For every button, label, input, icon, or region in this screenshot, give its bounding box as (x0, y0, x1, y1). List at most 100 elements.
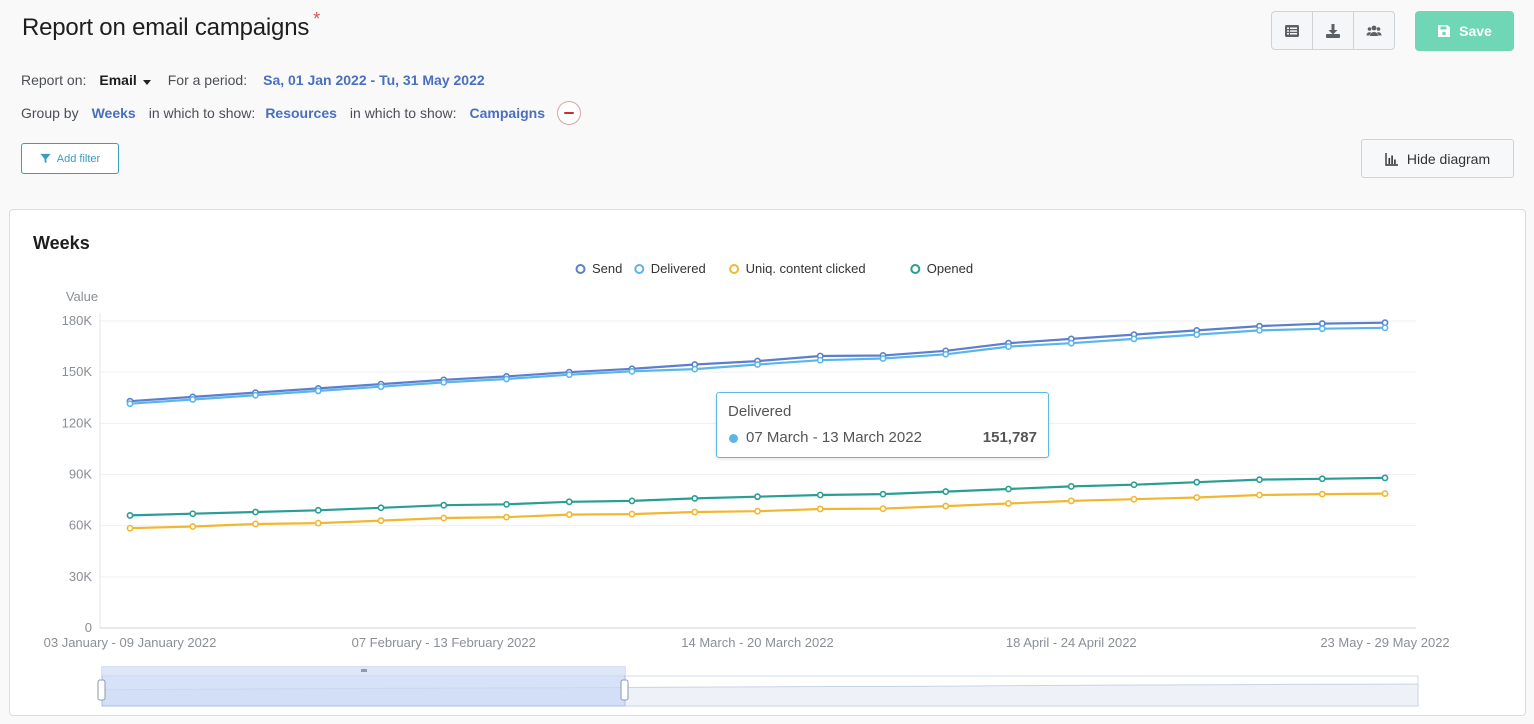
legend-marker (729, 264, 740, 274)
data-point (816, 505, 824, 513)
data-point (1193, 478, 1201, 486)
data-point (440, 514, 448, 522)
y-tick-label: 30K (69, 569, 92, 584)
add-filter-label: Add filter (56, 152, 101, 165)
save-button[interactable]: Save (1415, 11, 1514, 51)
data-point (628, 510, 636, 518)
legend-marker (634, 264, 645, 274)
data-point (942, 488, 950, 495)
chart-tooltip: Delivered 07 March - 13 March 2022 151,7… (716, 392, 1049, 458)
group-by-select[interactable]: Weeks (91, 105, 136, 121)
y-tick-label: 0 (85, 620, 92, 635)
data-point (189, 523, 197, 530)
legend-entry: Opened (927, 261, 973, 276)
data-point (440, 378, 448, 386)
report-on-select[interactable]: Email (99, 72, 151, 88)
data-point (691, 494, 699, 502)
data-point (691, 508, 699, 516)
legend-marker (575, 264, 586, 274)
x-tick-label: 14 March - 20 March 2022 (681, 635, 833, 650)
group-by-label: Group by (21, 105, 79, 121)
data-point (126, 512, 134, 519)
data-point (816, 491, 824, 499)
page-title: Report on email campaigns * (22, 9, 320, 42)
data-point (691, 365, 699, 373)
list-view-button[interactable] (1271, 11, 1313, 50)
required-mark: * (313, 9, 320, 29)
data-point (754, 507, 761, 515)
data-point (1381, 474, 1389, 482)
legend-marker (910, 264, 921, 274)
x-tick-label: 07 February - 13 February 2022 (352, 635, 536, 650)
data-point (1381, 324, 1389, 332)
data-point (1005, 343, 1012, 350)
data-point (1381, 490, 1389, 498)
data-point (1256, 491, 1263, 499)
x-tick-label: 18 April - 24 April 2022 (1006, 635, 1137, 650)
tooltip-value: 151,787 (982, 429, 1037, 446)
data-point (1193, 331, 1201, 339)
data-point (252, 391, 259, 399)
data-point (1067, 339, 1075, 347)
share-users-button[interactable] (1353, 11, 1395, 50)
y-tick-label: 150K (62, 364, 93, 379)
data-point (314, 387, 322, 395)
data-point (754, 361, 761, 368)
show-label-1: in which to show: (148, 105, 256, 121)
data-point (126, 400, 134, 408)
data-point (314, 506, 322, 514)
data-point (252, 508, 259, 516)
data-point (1005, 485, 1012, 493)
data-point (565, 511, 573, 518)
legend-entry: Delivered (651, 261, 706, 276)
tooltip-dot (729, 434, 738, 443)
x-tick-label: 23 May - 29 May 2022 (1320, 635, 1449, 650)
data-point (1130, 495, 1138, 503)
data-point (565, 498, 573, 506)
y-tick-label: 120K (62, 415, 93, 430)
data-point (377, 383, 385, 391)
save-button-label: Save (1459, 23, 1492, 39)
legend-entry: Send (592, 261, 622, 276)
group-by-row: Group by Weeks in which to show: Resourc… (21, 101, 581, 125)
y-axis-label: Value (66, 289, 98, 304)
download-icon (1326, 23, 1340, 38)
add-filter-button[interactable]: Add filter (21, 143, 119, 174)
toolbar (1271, 11, 1395, 50)
remove-grouping-button[interactable] (556, 101, 581, 125)
filter-icon (40, 153, 51, 164)
line-chart: 0 30K 60K 90K 120K 150K 180K Value 03 January - … (44, 261, 1450, 707)
data-point (1318, 475, 1326, 483)
zoom-handle-right (620, 679, 629, 701)
report-on-row: Report on: Email For a period: Sa, 01 Ja… (21, 72, 485, 88)
data-point (754, 493, 761, 501)
data-point (1067, 483, 1075, 490)
data-point (816, 356, 824, 364)
data-point (314, 519, 322, 527)
data-point (565, 371, 573, 379)
zoom-grip (361, 669, 367, 672)
tooltip-label: 07 March - 13 March 2022 (746, 429, 922, 446)
users-icon (1366, 25, 1382, 36)
hide-diagram-button[interactable]: Hide diagram (1361, 139, 1514, 178)
show-campaigns-select[interactable]: Campaigns (469, 105, 545, 121)
data-point (189, 396, 197, 403)
download-button[interactable] (1312, 11, 1354, 50)
data-point (1130, 481, 1138, 489)
data-point (1067, 497, 1075, 505)
y-tick-label: 60K (69, 518, 92, 533)
data-point (1256, 476, 1263, 484)
data-point (1318, 490, 1326, 498)
data-point (879, 355, 887, 362)
chevron-down-icon (142, 80, 151, 85)
show-label-2: in which to show: (349, 105, 457, 121)
minus-icon (563, 112, 574, 114)
period-picker[interactable]: Sa, 01 Jan 2022 - Tu, 31 May 2022 (263, 72, 485, 88)
report-on-label: Report on: (21, 72, 87, 88)
show-resources-select[interactable]: Resources (265, 105, 337, 121)
data-point (126, 524, 134, 532)
chart-panel-title: Weeks (33, 233, 90, 253)
data-point (879, 505, 887, 513)
data-point (1256, 326, 1263, 334)
period-label: For a period: (167, 72, 248, 88)
